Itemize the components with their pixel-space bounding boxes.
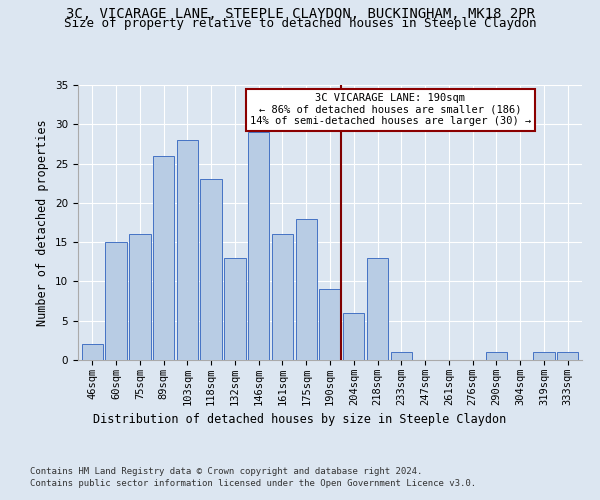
Bar: [224, 258, 245, 360]
Bar: [129, 234, 151, 360]
Bar: [106, 242, 127, 360]
Bar: [557, 352, 578, 360]
Bar: [200, 180, 222, 360]
Y-axis label: Number of detached properties: Number of detached properties: [37, 119, 49, 326]
Bar: [176, 140, 198, 360]
Text: Contains public sector information licensed under the Open Government Licence v3: Contains public sector information licen…: [30, 479, 476, 488]
Bar: [367, 258, 388, 360]
Text: Distribution of detached houses by size in Steeple Claydon: Distribution of detached houses by size …: [94, 412, 506, 426]
Bar: [533, 352, 554, 360]
Text: Contains HM Land Registry data © Crown copyright and database right 2024.: Contains HM Land Registry data © Crown c…: [30, 468, 422, 476]
Bar: [343, 313, 364, 360]
Text: 3C VICARAGE LANE: 190sqm
← 86% of detached houses are smaller (186)
14% of semi-: 3C VICARAGE LANE: 190sqm ← 86% of detach…: [250, 93, 531, 126]
Bar: [319, 290, 341, 360]
Bar: [248, 132, 269, 360]
Bar: [153, 156, 174, 360]
Text: Size of property relative to detached houses in Steeple Claydon: Size of property relative to detached ho…: [64, 18, 536, 30]
Bar: [486, 352, 507, 360]
Bar: [296, 218, 317, 360]
Bar: [82, 344, 103, 360]
Bar: [272, 234, 293, 360]
Text: 3C, VICARAGE LANE, STEEPLE CLAYDON, BUCKINGHAM, MK18 2PR: 3C, VICARAGE LANE, STEEPLE CLAYDON, BUCK…: [65, 8, 535, 22]
Bar: [391, 352, 412, 360]
